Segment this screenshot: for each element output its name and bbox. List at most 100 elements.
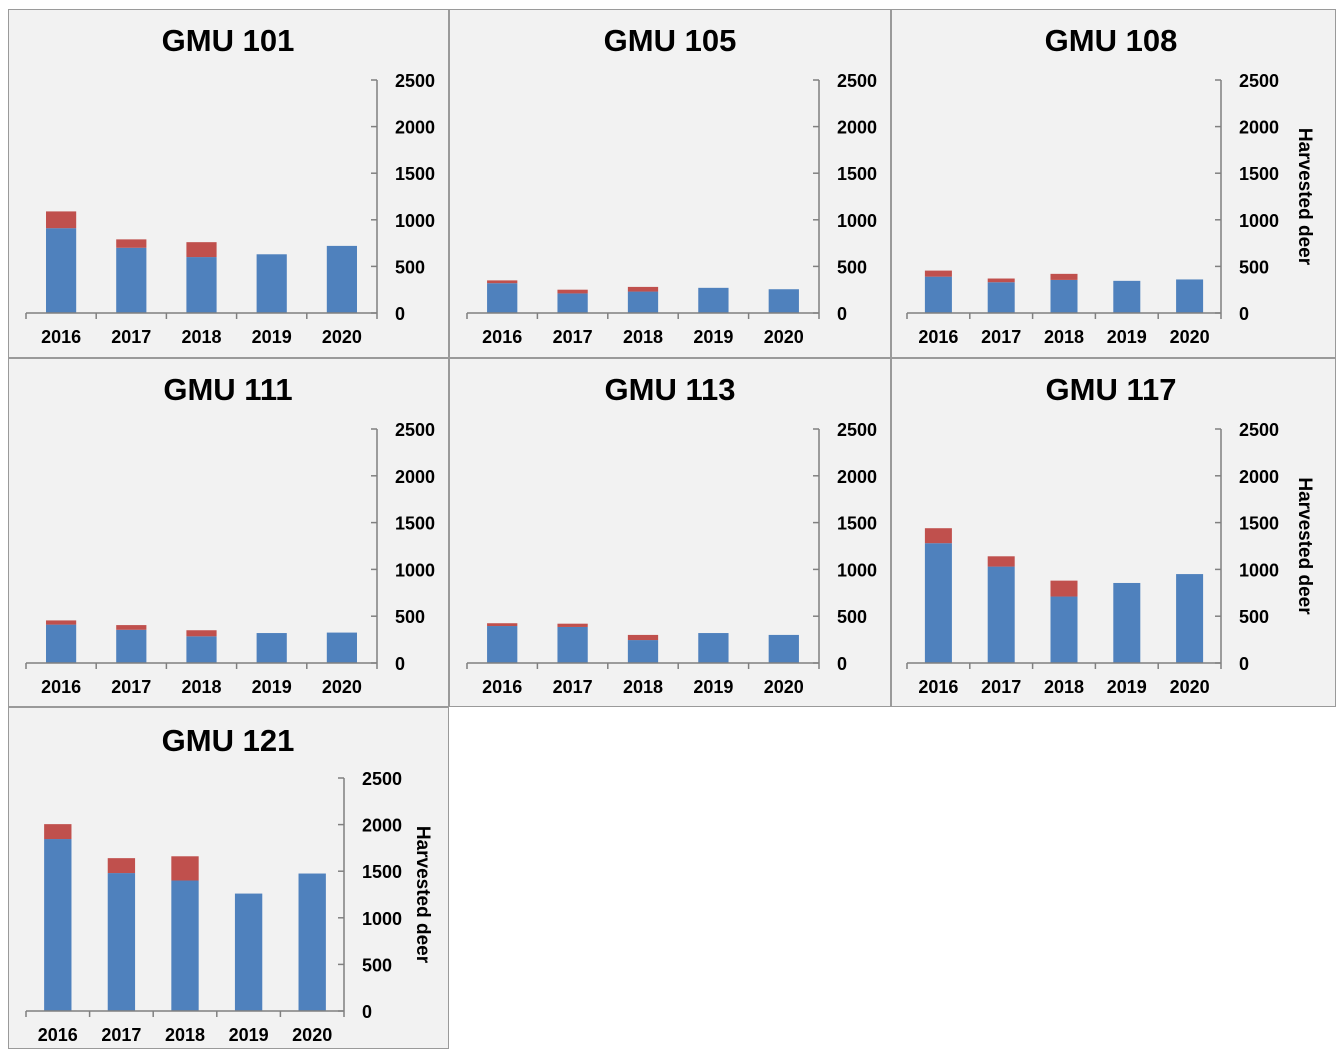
y-tick-label: 2000 xyxy=(395,467,435,487)
y-tick-label: 500 xyxy=(1239,257,1269,277)
chart-svg: GMU 101 2016 2017 2018 2019 2020 0 500 1000 1500 2… xyxy=(25,23,435,347)
x-tick-label: 2019 xyxy=(252,327,292,347)
y-tick-label: 2500 xyxy=(395,71,435,91)
y-tick-label: 1000 xyxy=(362,909,402,929)
bar-lower-segment xyxy=(698,287,729,313)
bar-upper-segment xyxy=(627,286,659,292)
x-tick-label: 2020 xyxy=(1170,327,1210,347)
chart-svg: GMU 111 2016 2017 2018 2019 2020 0 500 1000 1500 2… xyxy=(25,372,435,697)
bar-upper-segment xyxy=(557,623,588,627)
chart-title: GMU 105 xyxy=(604,23,737,58)
bar-lower-segment xyxy=(987,566,1015,663)
y-tick-label: 2500 xyxy=(362,769,402,789)
y-tick-label: 2000 xyxy=(837,118,877,138)
bar-lower-segment xyxy=(1113,582,1141,663)
y-tick-label: 0 xyxy=(1239,654,1249,674)
x-tick-label: 2016 xyxy=(918,327,958,347)
x-tick-label: 2020 xyxy=(322,327,362,347)
x-tick-label: 2016 xyxy=(38,1025,78,1045)
y-tick-label: 1000 xyxy=(1239,211,1279,231)
x-tick-label: 2017 xyxy=(101,1025,141,1045)
chart-panel: GMU 101 2016 2017 2018 2019 2020 0 500 1000 1500 2… xyxy=(8,9,449,358)
y-tick-label: 500 xyxy=(362,955,392,975)
chart-title: GMU 101 xyxy=(162,23,295,58)
y-tick-label: 2000 xyxy=(395,118,435,138)
bar-upper-segment xyxy=(46,620,77,625)
chart-panel: GMU 108 2016 2017 2018 2019 2020 0 500 1000 1500 2… xyxy=(891,9,1336,358)
bar-lower-segment xyxy=(698,633,729,663)
y-tick-label: 1500 xyxy=(395,514,435,534)
x-tick-label: 2016 xyxy=(918,677,958,697)
y-axis-label: Harvested deer xyxy=(412,826,433,964)
y-tick-label: 500 xyxy=(395,257,425,277)
chart-svg: GMU 108 2016 2017 2018 2019 2020 0 500 1000 1500 2… xyxy=(906,23,1315,347)
y-tick-label: 0 xyxy=(395,654,405,674)
x-tick-label: 2019 xyxy=(693,677,733,697)
x-tick-label: 2018 xyxy=(623,327,663,347)
chart-title: GMU 113 xyxy=(605,372,736,407)
chart-panel: GMU 117 2016 2017 2018 2019 2020 0 500 1000 1500 2… xyxy=(891,358,1336,707)
x-tick-label: 2019 xyxy=(252,677,292,697)
y-axis-label: Harvested deer xyxy=(1294,128,1315,266)
bar-lower-segment xyxy=(627,291,659,313)
bar-lower-segment xyxy=(1176,574,1204,663)
chart-panel: GMU 121 2016 2017 2018 2019 2020 0 500 1000 1500 2… xyxy=(8,707,449,1049)
y-tick-label: 1500 xyxy=(362,862,402,882)
chart-title: GMU 121 xyxy=(162,723,295,758)
bar-lower-segment xyxy=(46,228,77,313)
bar-upper-segment xyxy=(116,625,147,630)
y-tick-label: 0 xyxy=(362,1002,372,1022)
bar-lower-segment xyxy=(116,247,147,313)
x-tick-label: 2020 xyxy=(764,677,804,697)
chart-svg: GMU 121 2016 2017 2018 2019 2020 0 500 1000 1500 2… xyxy=(25,723,433,1045)
y-tick-label: 1500 xyxy=(837,514,877,534)
y-tick-label: 0 xyxy=(395,304,405,324)
bar-lower-segment xyxy=(256,633,287,663)
y-tick-label: 1000 xyxy=(395,211,435,231)
chart-title: GMU 117 xyxy=(1046,372,1177,407)
bar-lower-segment xyxy=(116,629,147,663)
bar-lower-segment xyxy=(298,873,326,1011)
y-tick-label: 1500 xyxy=(837,164,877,184)
bar-lower-segment xyxy=(924,543,952,663)
bar-upper-segment xyxy=(924,528,952,544)
bar-upper-segment xyxy=(186,242,217,258)
y-tick-label: 2000 xyxy=(362,816,402,836)
x-tick-label: 2020 xyxy=(764,327,804,347)
x-tick-label: 2016 xyxy=(41,327,81,347)
x-tick-label: 2020 xyxy=(292,1025,332,1045)
y-tick-label: 2500 xyxy=(837,71,877,91)
bar-upper-segment xyxy=(487,623,518,627)
y-tick-label: 2500 xyxy=(837,420,877,440)
y-tick-label: 500 xyxy=(837,607,867,627)
chart-svg: GMU 113 2016 2017 2018 2019 2020 0 500 1000 1500 2… xyxy=(466,372,877,697)
x-tick-label: 2018 xyxy=(1044,327,1084,347)
bar-upper-segment xyxy=(987,278,1015,283)
bar-upper-segment xyxy=(924,270,952,277)
bar-upper-segment xyxy=(487,280,518,284)
bar-lower-segment xyxy=(186,257,217,313)
bar-lower-segment xyxy=(1113,280,1141,313)
x-tick-label: 2017 xyxy=(981,327,1021,347)
bar-upper-segment xyxy=(1050,273,1078,280)
y-tick-label: 2000 xyxy=(837,467,877,487)
y-tick-label: 0 xyxy=(837,654,847,674)
x-tick-label: 2018 xyxy=(623,677,663,697)
y-tick-label: 1000 xyxy=(837,211,877,231)
y-tick-label: 500 xyxy=(395,607,425,627)
bar-lower-segment xyxy=(326,632,357,663)
x-tick-label: 2017 xyxy=(553,327,593,347)
chart-panel: GMU 111 2016 2017 2018 2019 2020 0 500 1000 1500 2… xyxy=(8,358,449,707)
bar-lower-segment xyxy=(627,640,659,663)
bar-lower-segment xyxy=(557,626,588,663)
y-tick-label: 2500 xyxy=(1239,71,1279,91)
x-tick-label: 2020 xyxy=(1170,677,1210,697)
bar-lower-segment xyxy=(1050,596,1078,663)
y-tick-label: 500 xyxy=(1239,607,1269,627)
bar-upper-segment xyxy=(627,634,659,641)
x-tick-label: 2018 xyxy=(181,677,221,697)
bar-lower-segment xyxy=(557,293,588,313)
x-tick-label: 2017 xyxy=(111,327,151,347)
y-tick-label: 2500 xyxy=(1239,420,1279,440)
bar-lower-segment xyxy=(44,839,72,1011)
